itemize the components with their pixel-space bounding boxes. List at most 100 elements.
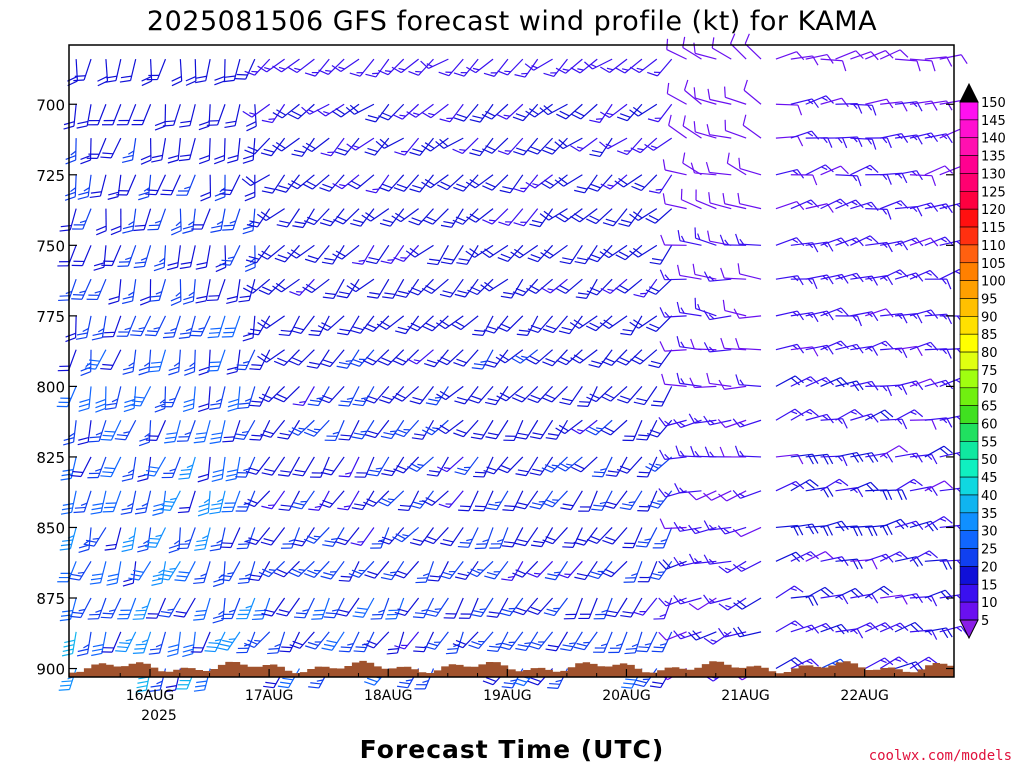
wind-barb bbox=[227, 138, 241, 164]
wind-barb bbox=[539, 208, 568, 221]
colorbar-swatch bbox=[959, 405, 979, 424]
wind-barb bbox=[222, 208, 241, 231]
wind-barb bbox=[742, 114, 762, 139]
wind-barb bbox=[305, 631, 330, 650]
wind-barb bbox=[288, 419, 315, 436]
colorbar-bottom-arrow bbox=[959, 619, 979, 640]
wind-barb bbox=[219, 174, 241, 196]
wind-barb bbox=[58, 278, 77, 302]
wind-barb bbox=[247, 315, 271, 336]
wind-barb bbox=[879, 445, 908, 458]
wind-barb bbox=[865, 308, 894, 318]
wind-barb bbox=[496, 103, 524, 120]
wind-barb bbox=[162, 104, 181, 127]
wind-barb bbox=[106, 561, 122, 586]
wind-barb bbox=[290, 315, 315, 334]
wind-barb bbox=[620, 597, 643, 618]
wind-barb bbox=[406, 103, 434, 118]
wind-barb bbox=[76, 104, 92, 129]
wind-barb bbox=[377, 349, 405, 366]
x-tick-label: 18AUG bbox=[364, 688, 413, 704]
wind-barb bbox=[668, 114, 687, 139]
wind-barb bbox=[84, 349, 107, 370]
colorbar-label: 70 bbox=[981, 382, 998, 397]
wind-barb bbox=[835, 174, 862, 187]
wind-barb bbox=[350, 208, 375, 227]
wind-barb bbox=[207, 315, 226, 339]
wind-barb bbox=[423, 349, 449, 368]
wind-barb bbox=[539, 103, 568, 116]
wind-barb bbox=[143, 456, 167, 477]
wind-barb bbox=[865, 208, 892, 220]
wind-barb bbox=[574, 560, 598, 581]
wind-barb bbox=[653, 597, 673, 620]
wind-barb bbox=[64, 174, 77, 201]
wind-barb bbox=[101, 245, 122, 267]
colorbar-swatch bbox=[959, 512, 979, 531]
wind-barb bbox=[145, 315, 167, 337]
wind-barb bbox=[620, 315, 643, 336]
wind-barb bbox=[292, 386, 315, 407]
wind-barb bbox=[880, 133, 909, 143]
wind-barb bbox=[909, 419, 937, 430]
wind-barb bbox=[497, 244, 524, 262]
wind-barb bbox=[485, 419, 509, 440]
wind-barb bbox=[646, 315, 673, 332]
wind-barb bbox=[466, 208, 494, 223]
wind-barb bbox=[820, 418, 848, 429]
wind-barb bbox=[528, 631, 554, 650]
wind-barb bbox=[381, 456, 405, 477]
wind-barb bbox=[578, 597, 598, 620]
wind-barb bbox=[291, 137, 315, 157]
wind-barb bbox=[77, 420, 92, 446]
colorbar-label: 20 bbox=[981, 560, 998, 575]
wind-barb bbox=[682, 36, 702, 60]
wind-barb bbox=[273, 560, 300, 578]
wind-barb bbox=[423, 527, 449, 545]
wind-barb bbox=[278, 490, 301, 511]
wind-barb bbox=[257, 349, 285, 363]
wind-barb bbox=[600, 58, 628, 74]
wind-barb bbox=[805, 241, 834, 252]
wind-barb bbox=[556, 349, 583, 366]
colorbar-label: 130 bbox=[981, 167, 1006, 182]
wind-barb bbox=[473, 456, 494, 478]
wind-barb bbox=[570, 419, 598, 435]
wind-barb bbox=[616, 349, 643, 366]
wind-barb bbox=[503, 420, 524, 442]
colorbar-label: 150 bbox=[981, 96, 1006, 111]
wind-barb bbox=[104, 527, 122, 551]
wind-barb bbox=[260, 137, 286, 157]
wind-barb bbox=[382, 278, 405, 299]
wind-barb bbox=[272, 103, 300, 119]
wind-barb bbox=[497, 456, 524, 474]
wind-barb bbox=[148, 349, 167, 373]
wind-barb bbox=[176, 174, 196, 196]
wind-barb bbox=[909, 656, 938, 670]
wind-barb bbox=[527, 137, 554, 155]
wind-barb bbox=[321, 245, 345, 265]
wind-barb bbox=[244, 245, 256, 273]
wind-barb bbox=[790, 278, 818, 290]
wind-barb bbox=[633, 386, 658, 406]
wind-barb bbox=[618, 208, 643, 227]
wind-barb bbox=[864, 585, 893, 599]
wind-barb bbox=[89, 561, 107, 585]
wind-barb bbox=[206, 278, 226, 302]
wind-barb bbox=[274, 244, 300, 263]
wind-barb bbox=[453, 174, 479, 192]
wind-barb bbox=[75, 315, 92, 340]
wind-barb bbox=[600, 385, 628, 402]
wind-barb bbox=[177, 490, 196, 514]
wind-barb bbox=[648, 560, 673, 580]
wind-barb bbox=[437, 174, 464, 191]
wind-barb bbox=[287, 244, 315, 259]
wind-barb bbox=[122, 561, 137, 587]
wind-barb bbox=[88, 420, 107, 443]
colorbar-label: 30 bbox=[981, 525, 998, 540]
wind-barb bbox=[100, 419, 122, 441]
wind-barb bbox=[820, 97, 849, 108]
wind-barb bbox=[454, 386, 479, 405]
wind-barb bbox=[599, 137, 628, 150]
wind-barb bbox=[364, 137, 390, 156]
